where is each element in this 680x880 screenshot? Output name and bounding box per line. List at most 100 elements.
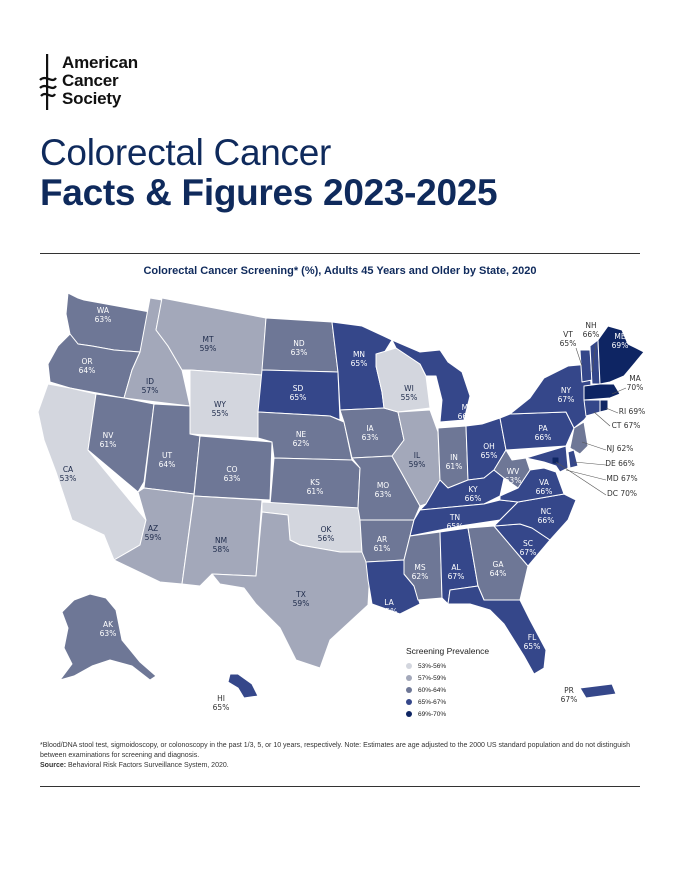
state-abbr-SC: SC [523,539,533,548]
state-value-ND: 63% [291,348,308,357]
state-shape-PA [499,411,575,451]
legend-label: 60%-64% [418,686,447,694]
state-shape-FL [447,585,547,675]
state-value-WV: 63% [505,476,522,485]
state-abbr-IA: IA [366,424,374,433]
state-abbr-OH: OH [483,442,495,451]
state-value-ME: 69% [612,341,629,350]
state-value-NY: 67% [558,395,575,404]
state-value-KS: 61% [307,487,324,496]
bottom-divider [40,786,640,787]
state-value-CA: 53% [60,474,77,483]
state-value-MI: 66% [458,412,475,421]
state-label-DC: DC 70% [607,489,637,498]
state-shape-AK [59,593,157,681]
state-label-MD: MD 67% [606,474,637,483]
legend-swatch [406,675,412,681]
state-abbr-LA: LA [384,598,394,607]
state-abbr-NM: NM [215,536,227,545]
state-value-NC: 66% [538,516,555,525]
state-value-AK: 63% [100,629,117,638]
state-abbr-OK: OK [321,525,333,534]
state-value-WY: 55% [212,409,229,418]
state-labels: WA63%OR64%CA53%ID57%NV61%MT59%WY55%UT64%… [60,306,646,712]
state-abbr-SD: SD [293,384,304,393]
state-shape-WV [493,449,531,489]
state-abbr-MT: MT [202,335,213,344]
state-abbr-MA: MA [629,374,641,383]
state-shape-MI [391,339,471,423]
legend-label: 69%-70% [418,710,447,718]
state-abbr-WA: WA [97,306,110,315]
state-value-TX: 59% [293,599,310,608]
legend-swatch [406,663,412,669]
state-abbr-TN: TN [449,513,460,522]
state-value-NE: 62% [293,439,310,448]
state-abbr-AK: AK [103,620,114,629]
state-value-TN: 65% [447,522,464,531]
state-value-AL: 67% [448,572,465,581]
state-abbr-NV: NV [103,431,115,440]
legend-label: 53%-56% [418,662,447,670]
state-value-SD: 65% [290,393,307,402]
state-value-IN: 61% [446,462,463,471]
state-abbr-IL: IL [414,451,421,460]
legend-label: 57%-59% [418,674,447,682]
state-value-UT: 64% [159,460,176,469]
legend-item: 65%-67% [406,696,489,708]
brand-line-2: Cancer [62,71,119,90]
state-value-HI: 65% [213,703,230,712]
state-abbr-HI: HI [217,694,225,703]
state-abbr-ND: ND [293,339,305,348]
legend-item: 69%-70% [406,708,489,720]
state-shape-RI [599,399,609,413]
state-shape-TX [211,511,371,669]
state-abbr-ME: ME [614,332,625,341]
state-label-NJ: NJ 62% [607,444,634,453]
state-value-NV: 61% [100,440,117,449]
brand-line-3: Society [62,89,122,108]
legend-item: 53%-56% [406,660,489,672]
legend-item: 60%-64% [406,684,489,696]
state-value-OK: 56% [318,534,335,543]
source-label: Source: [40,762,67,769]
state-abbr-NE: NE [296,430,307,439]
state-abbr-AL: AL [451,563,461,572]
state-value-KY: 66% [465,494,482,503]
state-abbr-UT: UT [162,451,172,460]
state-abbr-CO: CO [226,465,237,474]
legend-swatch [406,711,412,717]
state-abbr-VA: VA [539,478,550,487]
state-abbr-WY: WY [214,400,226,409]
top-divider [40,253,640,254]
state-value-MO: 63% [375,490,392,499]
state-abbr-NY: NY [561,386,572,395]
state-value-IL: 59% [409,460,426,469]
legend-swatch [406,687,412,693]
legend-label: 65%-67% [418,698,447,706]
state-value-PR: 67% [561,695,578,704]
state-abbr-MO: MO [377,481,389,490]
state-value-CO: 63% [224,474,241,483]
state-shape-WY [189,369,263,439]
source-text: Behavioral Risk Factors Surveillance Sys… [68,762,229,769]
state-abbr-WV: WV [507,467,520,476]
state-shape-DC [552,457,559,464]
state-abbr-KS: KS [310,478,320,487]
acs-logo: American Cancer Society [38,54,158,114]
sword-logo-icon [39,54,57,110]
state-value-OR: 64% [79,366,96,375]
brand-line-1: American [62,53,138,72]
state-abbr-PR: PR [564,686,574,695]
leader-lines [555,343,627,496]
state-value-NM: 58% [213,545,230,554]
state-abbr-PA: PA [538,424,548,433]
legend-item: 57%-59% [406,672,489,684]
state-value-WI: 55% [401,393,418,402]
state-abbr-OR: OR [81,357,92,366]
state-value-VT: 65% [560,339,577,348]
legend-title: Screening Prevalence [406,646,490,656]
state-shape-NV [87,393,155,493]
state-shape-PR [579,683,617,699]
